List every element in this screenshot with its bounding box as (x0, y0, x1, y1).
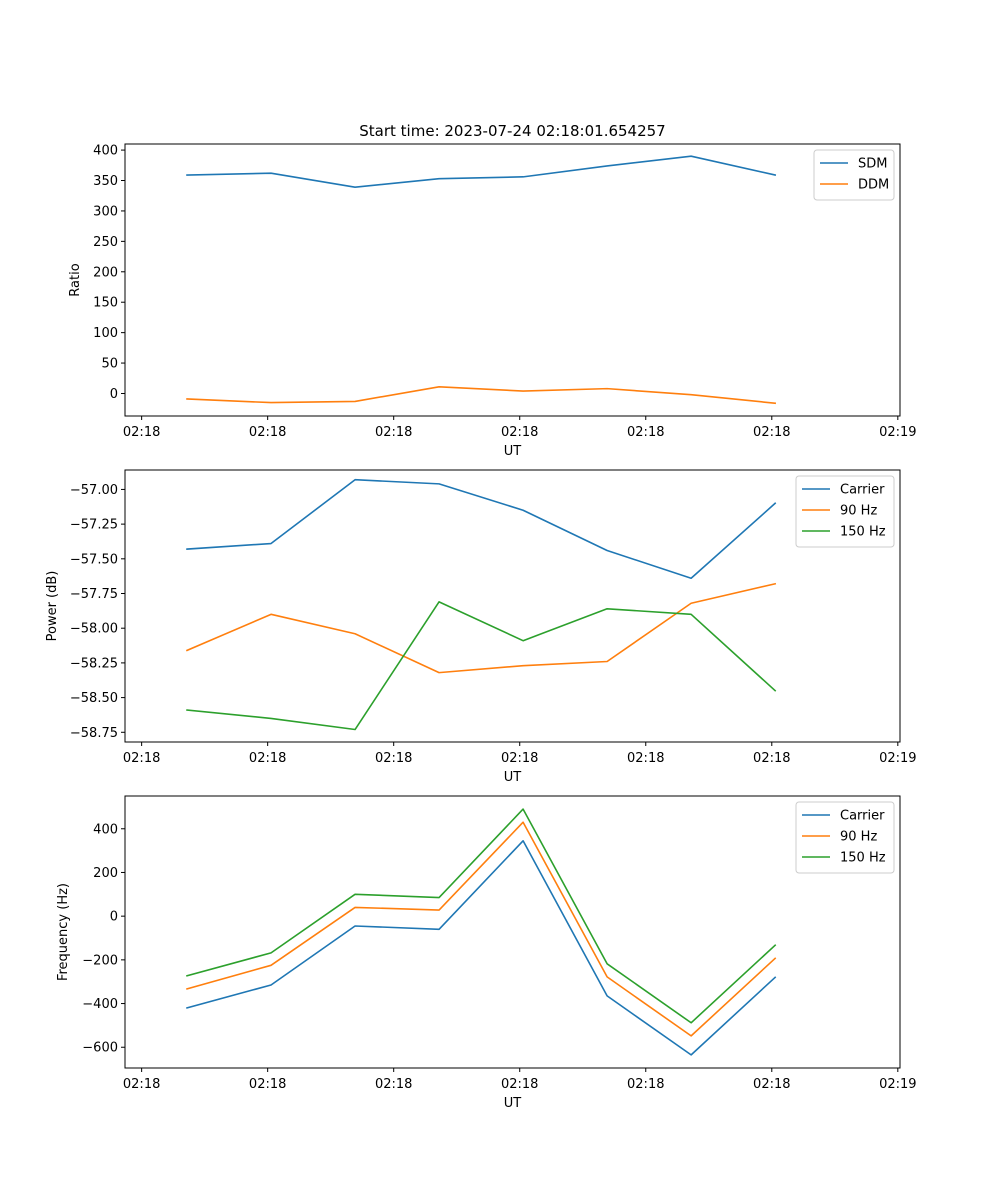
legend-label: SDM (858, 157, 887, 172)
x-tick-label: 02:19 (879, 751, 916, 766)
y-tick-label: −57.25 (70, 518, 118, 533)
y-tick-label: 50 (101, 357, 118, 372)
y-tick-label: 400 (93, 144, 118, 159)
legend-label: Carrier (840, 809, 885, 824)
chart-panel-1: 0 50 100 150 200 250 300 350 400 02:18 02:18 02:18 0… (68, 143, 917, 459)
x-tick-label: 02:18 (501, 425, 538, 440)
y-tick-label: 400 (93, 822, 118, 837)
y-tick-label: 0 (110, 387, 118, 402)
series-line-carrier (186, 839, 777, 1056)
y-tick-label: 250 (93, 235, 118, 250)
x-tick-label: 02:18 (501, 751, 538, 766)
axes-frame (124, 469, 901, 743)
legend: Carrier 90 Hz 150 Hz (795, 801, 895, 874)
x-tick-label: 02:18 (123, 751, 160, 766)
chart-panel-2: −58.75 −58.50 −58.25 −58.00 −57.75 −57.50 −57.… (45, 469, 917, 785)
y-tick-label: 150 (93, 296, 118, 311)
y-tick-label: 350 (93, 174, 118, 189)
y-axis-label: Frequency (Hz) (56, 883, 71, 981)
axes-frame (124, 143, 901, 417)
x-tick-label: 02:18 (753, 751, 790, 766)
series-line-90-hz (186, 821, 777, 1037)
figure-title: Start time: 2023-07-24 02:18:01.654257 (359, 122, 665, 140)
series-line-sdm (186, 155, 777, 188)
y-tick-label: −58.75 (70, 726, 118, 741)
series-line-150-hz (186, 808, 777, 1024)
series-line-150-hz (186, 601, 777, 731)
legend-label: 150 Hz (840, 851, 886, 866)
legend-label: 150 Hz (840, 525, 886, 540)
y-axis-label: Power (dB) (45, 571, 60, 642)
x-tick-label: 02:18 (375, 751, 412, 766)
legend: SDM DDM (813, 149, 895, 201)
x-tick-label: 02:18 (627, 1077, 664, 1092)
x-tick-label: 02:18 (627, 751, 664, 766)
chart-panels: 0 50 100 150 200 250 300 350 400 02:18 02:18 02:18 0… (45, 143, 917, 1111)
y-tick-label: 200 (93, 866, 118, 881)
series-line-carrier (186, 478, 777, 580)
y-tick-label: 0 (110, 910, 118, 925)
y-tick-label: 200 (93, 265, 118, 280)
x-tick-label: 02:18 (123, 425, 160, 440)
y-tick-label: −58.00 (70, 622, 118, 637)
y-tick-label: −57.00 (70, 483, 118, 498)
x-tick-label: 02:18 (249, 751, 286, 766)
y-axis-label: Ratio (68, 263, 83, 296)
x-tick-label: 02:18 (249, 425, 286, 440)
x-tick-label: 02:18 (375, 1077, 412, 1092)
legend-label: Carrier (840, 483, 885, 498)
x-tick-label: 02:18 (753, 425, 790, 440)
y-tick-label: −200 (82, 953, 118, 968)
x-tick-label: 02:18 (375, 425, 412, 440)
y-tick-label: 300 (93, 204, 118, 219)
legend-box (795, 801, 895, 874)
y-tick-label: 100 (93, 326, 118, 341)
series-line-ddm (186, 385, 777, 405)
x-tick-label: 02:19 (879, 1077, 916, 1092)
y-tick-label: −58.25 (70, 656, 118, 671)
axes-frame (124, 795, 901, 1069)
x-axis-label: UT (504, 1096, 522, 1111)
x-tick-label: 02:18 (501, 1077, 538, 1092)
x-tick-label: 02:18 (249, 1077, 286, 1092)
legend: Carrier 90 Hz 150 Hz (795, 475, 895, 548)
x-axis-label: UT (504, 444, 522, 459)
x-tick-label: 02:18 (627, 425, 664, 440)
legend-label: 90 Hz (840, 830, 877, 845)
x-tick-label: 02:19 (879, 425, 916, 440)
legend-box (795, 475, 895, 548)
y-tick-label: −57.50 (70, 552, 118, 567)
y-tick-label: −600 (82, 1041, 118, 1056)
legend-label: DDM (858, 178, 889, 193)
chart-panel-3: −600 −400 −200 0 200 400 02:18 02:18 02:18 02:18 0… (56, 795, 917, 1111)
y-tick-label: −58.50 (70, 691, 118, 706)
x-tick-label: 02:18 (123, 1077, 160, 1092)
y-tick-label: −400 (82, 997, 118, 1012)
legend-label: 90 Hz (840, 504, 877, 519)
x-axis-label: UT (504, 770, 522, 785)
x-tick-label: 02:18 (753, 1077, 790, 1092)
y-tick-label: −57.75 (70, 587, 118, 602)
